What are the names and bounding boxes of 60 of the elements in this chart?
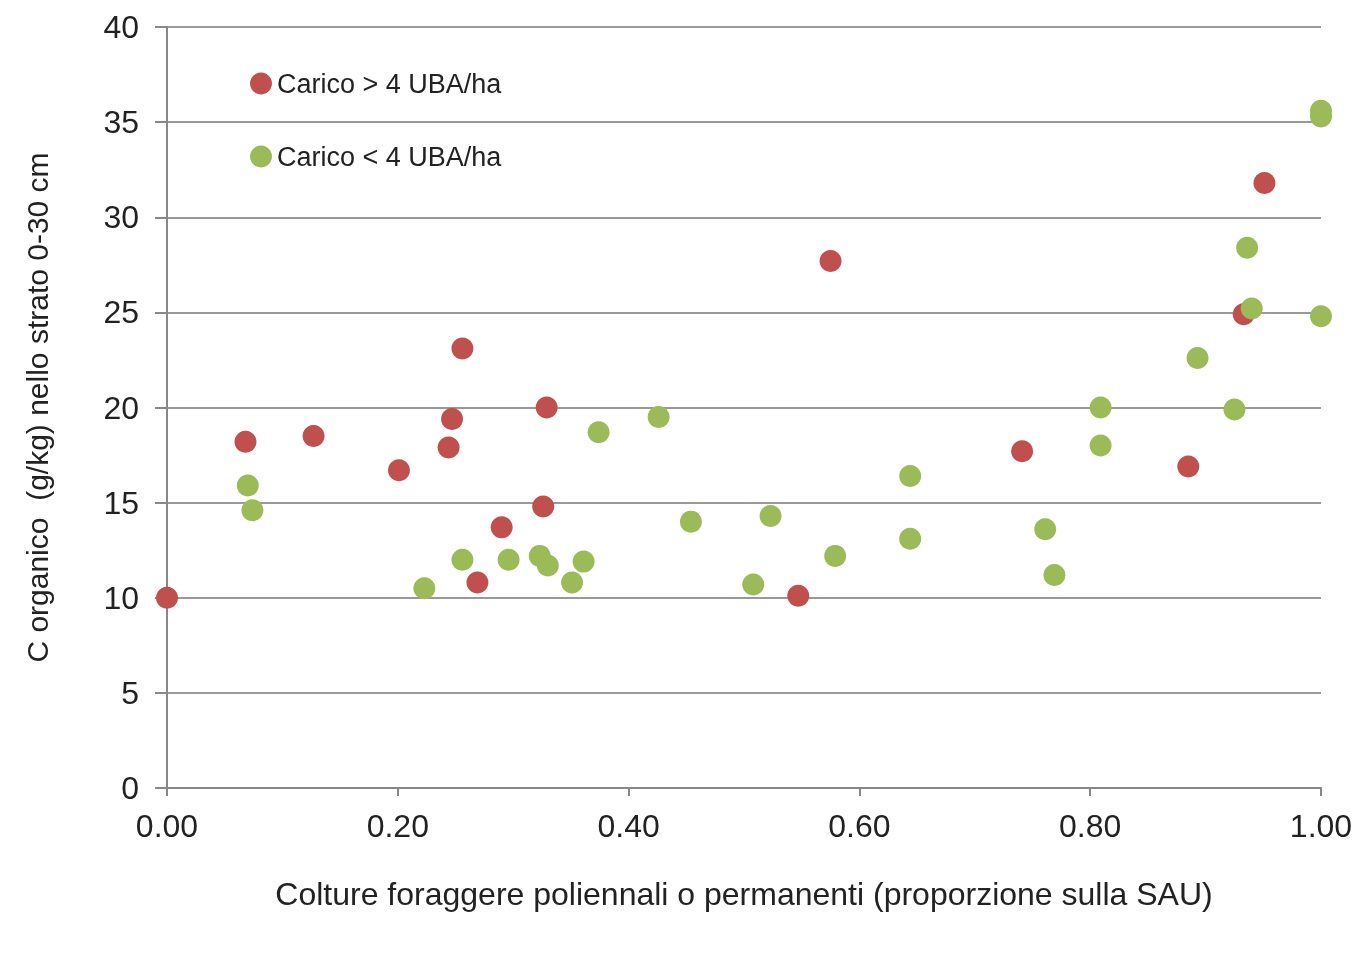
point: [1253, 172, 1276, 194]
point: [587, 421, 610, 444]
point: [1240, 297, 1263, 320]
point: [1089, 434, 1112, 457]
point: [466, 571, 489, 594]
point: [742, 573, 765, 596]
point: [647, 406, 670, 429]
point: [497, 548, 520, 571]
point: [241, 499, 264, 522]
x-tick-label: 0.20: [366, 808, 429, 844]
y-tick-label: 40: [103, 9, 139, 45]
point: [1089, 396, 1112, 419]
point: [1186, 347, 1209, 370]
y-tick-label: 20: [103, 389, 139, 426]
point: [1043, 563, 1066, 586]
point: [1034, 518, 1057, 541]
point: [437, 436, 460, 459]
y-axis-title: C organico (g/kg) nello strato 0-30 cm: [20, 152, 54, 663]
point: [490, 516, 513, 539]
point: [535, 396, 558, 419]
point: [387, 459, 410, 482]
y-tick-label: 30: [103, 199, 139, 236]
point: [1236, 236, 1259, 259]
point: [572, 550, 595, 573]
point: [1310, 305, 1332, 328]
x-tick-label: 0.00: [135, 808, 199, 844]
point: [1223, 398, 1246, 421]
point: [234, 430, 257, 453]
point: [532, 495, 555, 518]
point: [302, 425, 325, 448]
point: [824, 544, 847, 567]
point: [156, 586, 178, 609]
legend-label: Carico > 4 UBA/ha: [277, 68, 503, 99]
y-tick-label: 35: [103, 104, 139, 141]
point: [759, 504, 782, 527]
y-tick-label: 0: [121, 770, 139, 806]
y-tick-label: 10: [103, 579, 139, 616]
point: [819, 250, 842, 272]
point: [899, 465, 922, 487]
x-tick-label: 0.60: [828, 808, 891, 844]
point: [679, 510, 702, 533]
y-tick-label: 25: [103, 294, 139, 331]
point: [1011, 440, 1034, 463]
y-tick-label: 5: [121, 674, 139, 711]
x-tick-label: 0.40: [597, 808, 660, 844]
point: [787, 584, 810, 607]
point: [441, 407, 464, 430]
point: [536, 554, 559, 577]
point: [451, 337, 474, 360]
x-tick-label: 1.00: [1289, 808, 1353, 844]
y-tick-label: 15: [103, 484, 139, 521]
point: [413, 577, 436, 600]
point: [899, 527, 922, 550]
point: [561, 571, 584, 594]
x-tick-label: 0.80: [1059, 808, 1122, 844]
point: [1177, 455, 1200, 478]
point: [236, 474, 259, 497]
point: [451, 548, 474, 571]
legend-label: Carico < 4 UBA/ha: [277, 141, 503, 172]
x-axis-title: Colture foraggere poliennali o permanenti (proporzione sulla SAU): [275, 876, 1213, 912]
